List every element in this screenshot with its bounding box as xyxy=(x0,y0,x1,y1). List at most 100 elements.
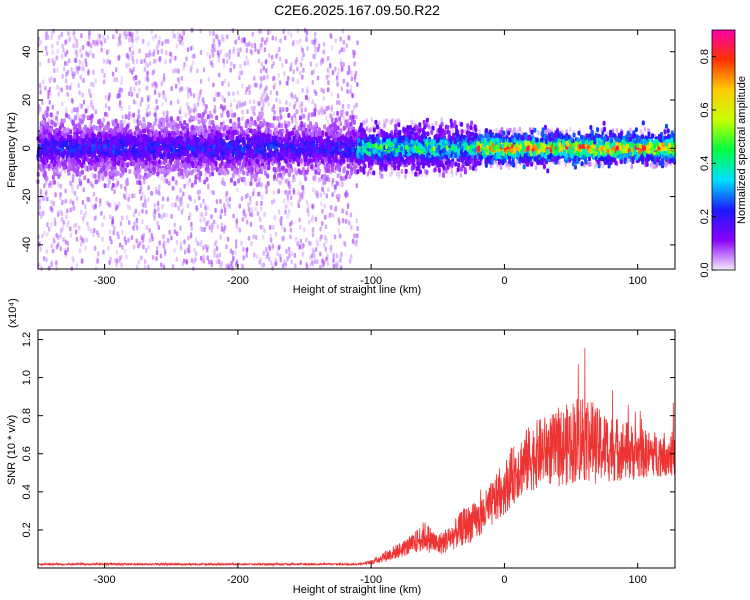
heatmap-point xyxy=(187,93,190,99)
heatmap-point xyxy=(235,259,239,265)
heatmap-point xyxy=(39,106,42,112)
heatmap-point xyxy=(147,244,150,250)
heatmap-point xyxy=(128,31,132,37)
heatmap-point xyxy=(286,214,289,219)
heatmap-point xyxy=(290,259,293,265)
heatmap-point xyxy=(179,225,182,231)
heatmap-point xyxy=(226,236,230,242)
heatmap-point xyxy=(284,209,287,215)
heatmap-point xyxy=(284,35,287,41)
heatmap-point xyxy=(80,119,84,125)
heatmap-point xyxy=(294,94,297,100)
heatmap-point xyxy=(259,45,262,51)
heatmap-point xyxy=(274,231,278,237)
heatmap-point xyxy=(97,251,100,257)
heatmap-point xyxy=(241,163,245,168)
heatmap-point xyxy=(82,78,85,83)
heatmap-point xyxy=(253,82,257,88)
heatmap-point xyxy=(118,242,122,248)
heatmap-point xyxy=(233,63,236,69)
heatmap-point xyxy=(196,101,200,107)
heatmap-point xyxy=(150,124,154,130)
heatmap-point xyxy=(273,82,277,88)
heatmap-point xyxy=(279,217,282,223)
heatmap-point xyxy=(89,181,93,187)
heatmap-point xyxy=(262,262,265,268)
heatmap-point xyxy=(256,211,260,217)
heatmap-point xyxy=(81,61,84,67)
heatmap-point xyxy=(171,29,175,35)
heatmap-point xyxy=(64,239,68,245)
heatmap-point xyxy=(162,132,166,138)
heatmap-point xyxy=(314,46,317,52)
heatmap-point xyxy=(208,259,211,265)
heatmap-point xyxy=(356,82,359,87)
heatmap-point xyxy=(311,203,314,209)
heatmap-point xyxy=(300,62,303,68)
heatmap-point xyxy=(305,264,309,270)
heatmap-point xyxy=(316,193,320,199)
heatmap-point xyxy=(143,58,146,64)
heatmap-point xyxy=(127,237,130,243)
heatmap-point xyxy=(102,117,105,123)
heatmap-point xyxy=(65,214,68,220)
heatmap-point xyxy=(169,100,173,106)
heatmap-point xyxy=(107,176,110,182)
heatmap-point xyxy=(38,241,41,247)
heatmap-point xyxy=(243,61,247,66)
heatmap-point xyxy=(78,59,82,65)
heatmap-point xyxy=(84,245,87,251)
heatmap-point xyxy=(128,169,132,175)
heatmap-point xyxy=(141,191,144,197)
heatmap-point xyxy=(245,55,248,61)
heatmap-point xyxy=(142,116,146,122)
heatmap-point xyxy=(227,129,231,135)
heatmap-point xyxy=(356,40,359,46)
heatmap-point xyxy=(187,235,190,241)
heatmap-point xyxy=(271,199,274,205)
heatmap-point xyxy=(304,176,308,182)
heatmap-point xyxy=(93,228,96,233)
heatmap-point xyxy=(47,94,50,100)
heatmap-point xyxy=(107,183,110,189)
heatmap-point xyxy=(207,185,210,191)
heatmap-point xyxy=(64,198,68,204)
heatmap-point xyxy=(327,139,331,145)
heatmap-point xyxy=(219,104,223,110)
heatmap-point xyxy=(50,119,54,125)
heatmap-point xyxy=(226,34,229,40)
heatmap-point xyxy=(53,122,57,128)
heatmap-point xyxy=(128,37,131,43)
heatmap-point xyxy=(249,221,253,227)
heatmap-point xyxy=(222,36,225,42)
heatmap-point xyxy=(208,54,212,60)
heatmap-point xyxy=(349,84,353,90)
heatmap-point xyxy=(138,87,141,93)
heatmap-point xyxy=(303,227,306,233)
heatmap-point xyxy=(259,224,263,230)
heatmap-point xyxy=(143,264,147,270)
heatmap-point xyxy=(284,261,288,267)
heatmap-point xyxy=(248,84,251,90)
heatmap-point xyxy=(72,43,75,49)
heatmap-point xyxy=(140,59,143,65)
heatmap-point xyxy=(347,103,350,109)
heatmap-point xyxy=(339,61,343,67)
heatmap-point xyxy=(156,105,159,110)
heatmap-point xyxy=(235,243,238,249)
heatmap-point xyxy=(325,256,328,262)
heatmap-point xyxy=(87,226,90,232)
heatmap-point xyxy=(338,49,341,55)
heatmap-point xyxy=(297,168,301,174)
heatmap-point xyxy=(57,91,60,97)
heatmap-point xyxy=(286,80,289,86)
heatmap-point xyxy=(244,213,247,219)
heatmap-point xyxy=(199,255,203,261)
heatmap-point xyxy=(272,115,276,121)
heatmap-point xyxy=(154,33,157,39)
heatmap-point xyxy=(100,47,103,53)
heatmap-point xyxy=(196,68,199,74)
heatmap-point xyxy=(173,247,176,253)
heatmap-point xyxy=(250,105,253,111)
heatmap-point xyxy=(340,86,343,92)
